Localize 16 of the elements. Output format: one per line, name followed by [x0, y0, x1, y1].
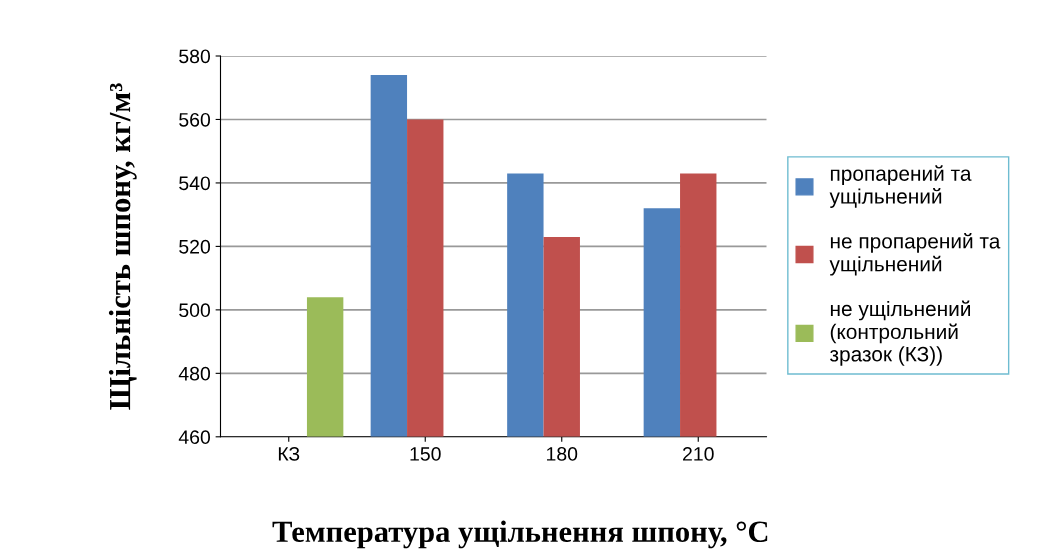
legend-label: не ущільнений (контрольний зразок (КЗ))	[830, 300, 971, 366]
x-tick-label: 210	[683, 447, 714, 461]
legend-label: не пропарений та ущільнений	[829, 232, 1001, 276]
y-tick-label: 480	[178, 366, 211, 381]
x-tick-label: 180	[547, 447, 578, 461]
y-axis-title: Щільність шпону, кг/м³	[108, 83, 137, 410]
y-tick-label: 500	[179, 303, 211, 318]
x-tick-label: КЗ	[278, 447, 300, 461]
y-tick-label: 520	[179, 239, 211, 254]
y-tick-label: 560	[179, 112, 211, 127]
y-tick-label: 580	[179, 49, 211, 64]
x-axis-title: Температура ущільнення шпону, °С	[272, 520, 768, 549]
x-tick-label: 150	[410, 447, 441, 461]
legend-label: пропарений та ущільнений	[829, 165, 972, 208]
y-tick-label: 540	[179, 176, 211, 191]
y-tick-label: 460	[178, 430, 211, 445]
